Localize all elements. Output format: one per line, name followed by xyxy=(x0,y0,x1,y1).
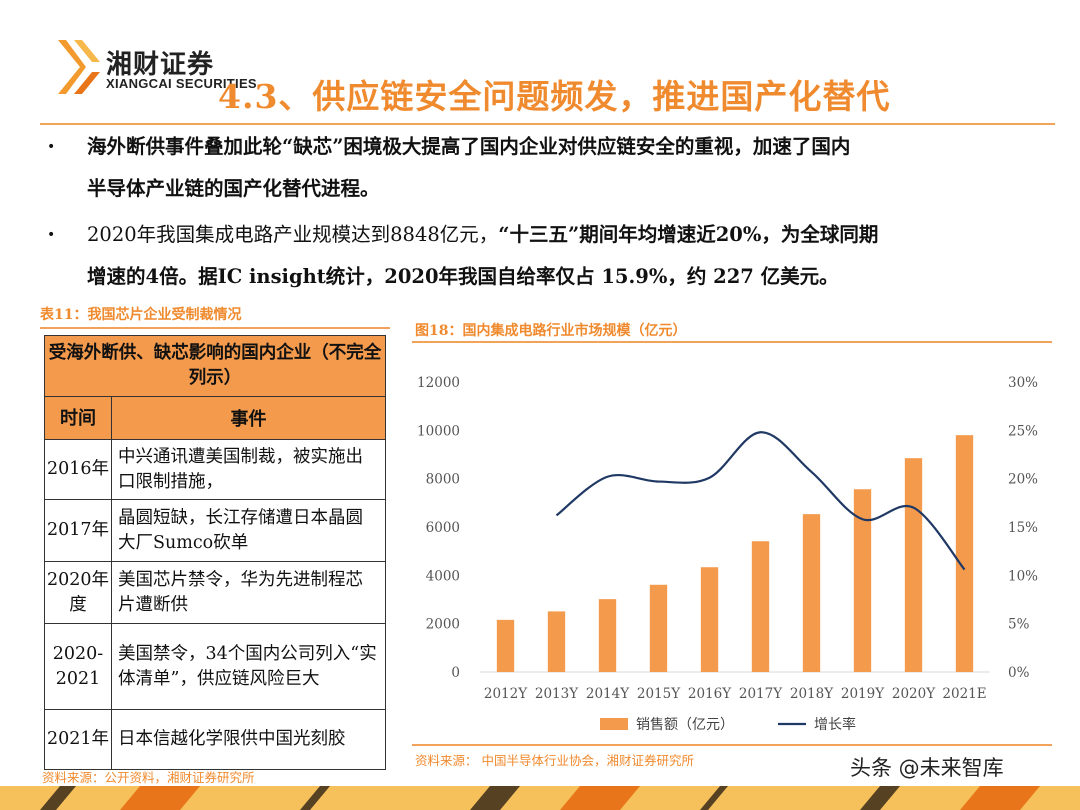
y-left-tick-label: 10000 xyxy=(417,423,460,439)
x-tick-label: 2012Y xyxy=(484,686,528,702)
x-tick-label: 2017Y xyxy=(739,686,783,702)
y-right-tick-label: 25% xyxy=(1008,423,1038,439)
market-size-chart: 0 2000 4000 6000 8000 10000 12000 0% 5% 10% 15% 20%… xyxy=(417,375,1038,733)
x-tick-label: 2018Y xyxy=(790,686,834,702)
row-time: 2017年 xyxy=(44,499,112,562)
bar-2020Y xyxy=(904,458,923,672)
table-source: 资料来源：公开资料，湘财证券研究所 xyxy=(42,770,255,785)
y-left-tick-label: 2000 xyxy=(426,617,460,633)
title-divider xyxy=(40,123,1055,125)
row-event: 晶圆短缺，长江存储遭日本晶圆大厂Sumco砍单 xyxy=(111,499,386,562)
bullet-item-2: • 2020年我国集成电路产业规模达到8848亿元，“十三五”期间年均增速近20… xyxy=(47,214,1047,298)
row-time: 2020-2021 xyxy=(44,623,112,710)
y-left-tick-label: 8000 xyxy=(426,472,460,488)
legend-label-growth: 增长率 xyxy=(814,716,856,733)
bar-2014Y xyxy=(598,599,617,672)
x-tick-label: 2020Y xyxy=(892,686,936,702)
bar-2013Y xyxy=(547,611,566,672)
x-tick-label: 2015Y xyxy=(637,686,681,702)
legend-label-sales: 销售额（亿元） xyxy=(636,717,734,733)
y-right-tick-label: 30% xyxy=(1008,375,1038,391)
y-right-tick-label: 0% xyxy=(1008,665,1030,681)
row-time: 2020年度 xyxy=(44,561,112,624)
bar-2018Y xyxy=(802,514,821,672)
row-time: 2021年 xyxy=(44,709,112,770)
table-row: 2021年 日本信越化学限供中国光刻胶 xyxy=(44,709,386,770)
bar-2015Y xyxy=(649,584,668,672)
bar-2012Y xyxy=(496,619,515,672)
bullet-2-line-1-plain: 2020年我国集成电路产业规模达到8848亿元， xyxy=(87,223,499,246)
bullet-2-line-1-bold: “十三五”期间年均增速近20%，为全球同期 xyxy=(498,223,879,246)
bar-2017Y xyxy=(751,541,770,672)
table-row: 2020-2021 美国禁令，34个国内公司列入“实体清单”，供应链风险巨大 xyxy=(44,623,386,710)
chart-source: 资料来源： 中国半导体行业协会，湘财证券研究所 xyxy=(415,753,694,768)
table-caption: 表11：我国芯片企业受制裁情况 xyxy=(40,307,242,323)
row-time: 2016年 xyxy=(44,439,112,500)
bullet-2-line-2: 增速的4倍。据IC insight统计，2020年我国自给率仅占 15.9%，约… xyxy=(87,265,839,288)
table-row: 2016年 中兴通讯遭美国制裁，被实施出口限制措施， xyxy=(44,439,386,500)
chart-caption: 图18：国内集成电路行业市场规模（亿元） xyxy=(415,323,687,339)
x-tick-label: 2019Y xyxy=(841,686,885,702)
xiangcai-logo-icon xyxy=(58,40,100,94)
y-right-tick-label: 15% xyxy=(1008,520,1038,536)
footer-stripe-band xyxy=(0,786,1080,810)
growth-rate-line xyxy=(555,431,966,571)
bar-2021E xyxy=(955,435,974,672)
row-event: 美国芯片禁令，华为先进制程芯片遭断供 xyxy=(111,561,386,624)
bullet-item-1: • 海外断供事件叠加此轮“缺芯”困境极大提高了国内企业对供应链安全的重视，加速了… xyxy=(47,126,1047,210)
bar-2016Y xyxy=(700,567,719,672)
watermark-text: 头条 @未来智库 xyxy=(850,756,1004,780)
y-left-tick-label: 0 xyxy=(451,665,460,681)
table-header: 受海外断供、缺芯影响的国内企业（不完全列示） xyxy=(44,335,386,397)
x-tick-label: 2021E xyxy=(942,686,986,702)
brand-name-en: XIANGCAI SECURITIES xyxy=(106,76,257,91)
y-right-tick-label: 10% xyxy=(1008,568,1038,584)
bullet-dot: • xyxy=(47,227,56,243)
bar-2019Y xyxy=(853,489,872,672)
y-left-tick-label: 6000 xyxy=(426,520,460,536)
y-right-tick-label: 20% xyxy=(1008,472,1038,488)
column-header-event: 事件 xyxy=(111,396,386,440)
bullet-1-line-2: 半导体产业链的国产化替代进程。 xyxy=(87,177,380,200)
y-left-tick-label: 12000 xyxy=(417,375,460,391)
x-tick-label: 2013Y xyxy=(535,686,579,702)
legend-swatch-sales xyxy=(600,718,628,730)
bullet-dot: • xyxy=(47,139,56,155)
brand-name-cn: 湘财证券 xyxy=(106,50,215,80)
chart-bottom-divider xyxy=(412,744,1052,746)
row-event: 美国禁令，34个国内公司列入“实体清单”，供应链风险巨大 xyxy=(111,623,386,710)
y-left-tick-label: 4000 xyxy=(426,568,460,584)
table-caption-divider xyxy=(40,327,390,329)
table-row: 2020年度 美国芯片禁令，华为先进制程芯片遭断供 xyxy=(44,561,386,624)
row-event: 中兴通讯遭美国制裁，被实施出口限制措施， xyxy=(111,439,386,500)
x-tick-label: 2014Y xyxy=(586,686,630,702)
x-tick-label: 2016Y xyxy=(688,686,732,702)
row-event: 日本信越化学限供中国光刻胶 xyxy=(111,709,386,770)
sanctions-table: 受海外断供、缺芯影响的国内企业（不完全列示） 时间 事件 2016年 中兴通讯遭… xyxy=(44,335,386,770)
page-title: 4.3、供应链安全问题频发，推进国产化替代 xyxy=(218,77,891,116)
table-row: 2017年 晶圆短缺，长江存储遭日本晶圆大厂Sumco砍单 xyxy=(44,499,386,562)
y-right-tick-label: 5% xyxy=(1008,617,1030,633)
bullet-1-line-1: 海外断供事件叠加此轮“缺芯”困境极大提高了国内企业对供应链安全的重视，加速了国内 xyxy=(87,135,851,158)
column-header-time: 时间 xyxy=(44,396,112,440)
chart-caption-divider xyxy=(412,341,1052,343)
